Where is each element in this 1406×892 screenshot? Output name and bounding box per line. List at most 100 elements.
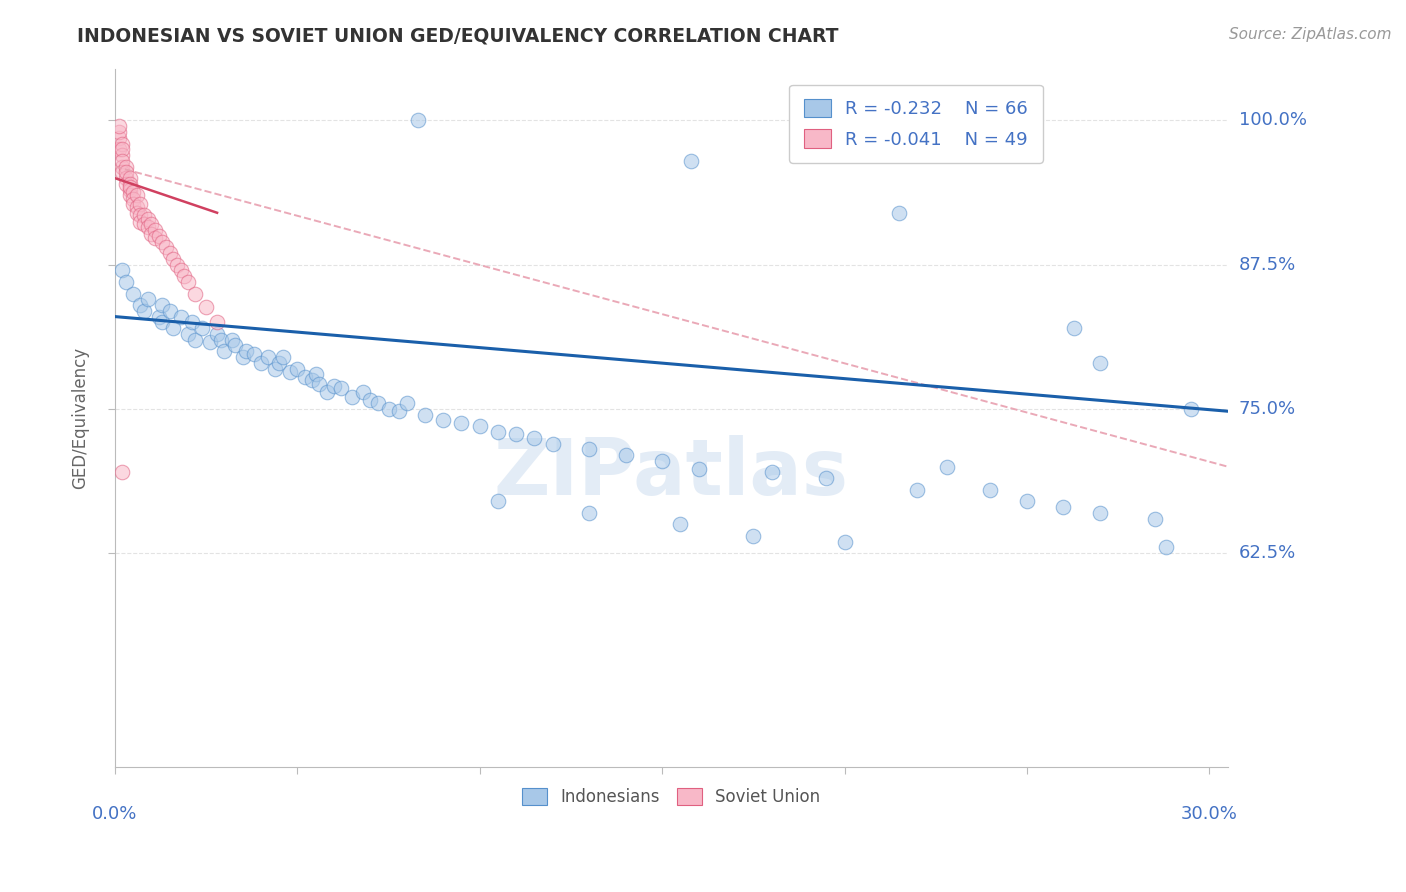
Point xyxy=(523,431,546,445)
Point xyxy=(278,365,301,379)
Point xyxy=(224,338,246,352)
Point xyxy=(129,298,152,312)
Point xyxy=(367,396,389,410)
Point xyxy=(742,529,765,543)
Point xyxy=(107,125,129,139)
Point xyxy=(169,310,191,324)
Point xyxy=(395,396,418,410)
Point xyxy=(159,246,181,260)
Point xyxy=(111,153,134,168)
Point xyxy=(669,517,692,532)
Point xyxy=(162,252,184,266)
Point xyxy=(122,185,145,199)
Point xyxy=(173,269,195,284)
Point xyxy=(150,315,173,329)
Point xyxy=(340,390,363,404)
Point xyxy=(232,350,254,364)
Point xyxy=(578,506,600,520)
Point xyxy=(129,215,152,229)
Text: 30.0%: 30.0% xyxy=(1181,805,1237,823)
Point xyxy=(432,413,454,427)
Text: INDONESIAN VS SOVIET UNION GED/EQUIVALENCY CORRELATION CHART: INDONESIAN VS SOVIET UNION GED/EQUIVALEN… xyxy=(77,27,839,45)
Point xyxy=(198,334,221,349)
Point xyxy=(184,286,207,301)
Text: 87.5%: 87.5% xyxy=(1239,256,1296,274)
Point xyxy=(150,298,173,312)
Point xyxy=(122,286,145,301)
Point xyxy=(115,160,138,174)
Point xyxy=(450,416,472,430)
Point xyxy=(111,136,134,151)
Point xyxy=(107,119,129,133)
Point xyxy=(388,404,411,418)
Point xyxy=(118,180,141,194)
Point xyxy=(264,361,287,376)
Point xyxy=(815,471,838,485)
Point xyxy=(111,466,134,480)
Point xyxy=(111,148,134,162)
Text: 100.0%: 100.0% xyxy=(1239,112,1306,129)
Legend: Indonesians, Soviet Union: Indonesians, Soviet Union xyxy=(515,780,828,814)
Point xyxy=(541,436,564,450)
Point xyxy=(118,188,141,202)
Point xyxy=(285,361,308,376)
Point xyxy=(486,425,509,439)
Point xyxy=(191,321,214,335)
Point xyxy=(134,217,156,231)
Point xyxy=(1143,511,1166,525)
Point xyxy=(118,177,141,191)
Point xyxy=(148,228,170,243)
Point xyxy=(118,171,141,186)
Point xyxy=(136,211,159,226)
Point xyxy=(141,217,163,231)
Text: 62.5%: 62.5% xyxy=(1239,544,1296,562)
Point xyxy=(134,208,156,222)
Point xyxy=(935,459,957,474)
Point xyxy=(235,344,257,359)
Point xyxy=(1154,541,1177,555)
Point xyxy=(169,263,191,277)
Point xyxy=(578,442,600,457)
Point xyxy=(166,258,188,272)
Point xyxy=(129,196,152,211)
Point xyxy=(125,206,148,220)
Point xyxy=(651,454,673,468)
Point xyxy=(141,227,163,241)
Point xyxy=(304,368,326,382)
Point xyxy=(322,379,344,393)
Point xyxy=(352,384,374,399)
Point xyxy=(468,419,491,434)
Point xyxy=(614,448,637,462)
Point xyxy=(681,153,703,168)
Point xyxy=(115,171,138,186)
Point xyxy=(406,113,429,128)
Point xyxy=(155,240,177,254)
Point xyxy=(214,344,236,359)
Point xyxy=(979,483,1001,497)
Point xyxy=(148,310,170,324)
Point xyxy=(1015,494,1038,508)
Point xyxy=(1063,321,1085,335)
Point xyxy=(834,534,856,549)
Y-axis label: GED/Equivalency: GED/Equivalency xyxy=(72,346,89,489)
Point xyxy=(162,321,184,335)
Point xyxy=(122,196,145,211)
Point xyxy=(134,303,156,318)
Point xyxy=(111,160,134,174)
Point xyxy=(907,483,929,497)
Point xyxy=(205,326,228,341)
Point xyxy=(377,401,399,416)
Point xyxy=(221,333,243,347)
Point xyxy=(118,183,141,197)
Point xyxy=(294,369,316,384)
Point xyxy=(209,333,232,347)
Point xyxy=(1088,356,1111,370)
Point xyxy=(184,333,207,347)
Point xyxy=(122,192,145,206)
Point xyxy=(107,142,129,156)
Point xyxy=(315,384,337,399)
Point xyxy=(308,376,330,391)
Point xyxy=(195,301,218,315)
Point xyxy=(1180,401,1202,416)
Point xyxy=(115,165,138,179)
